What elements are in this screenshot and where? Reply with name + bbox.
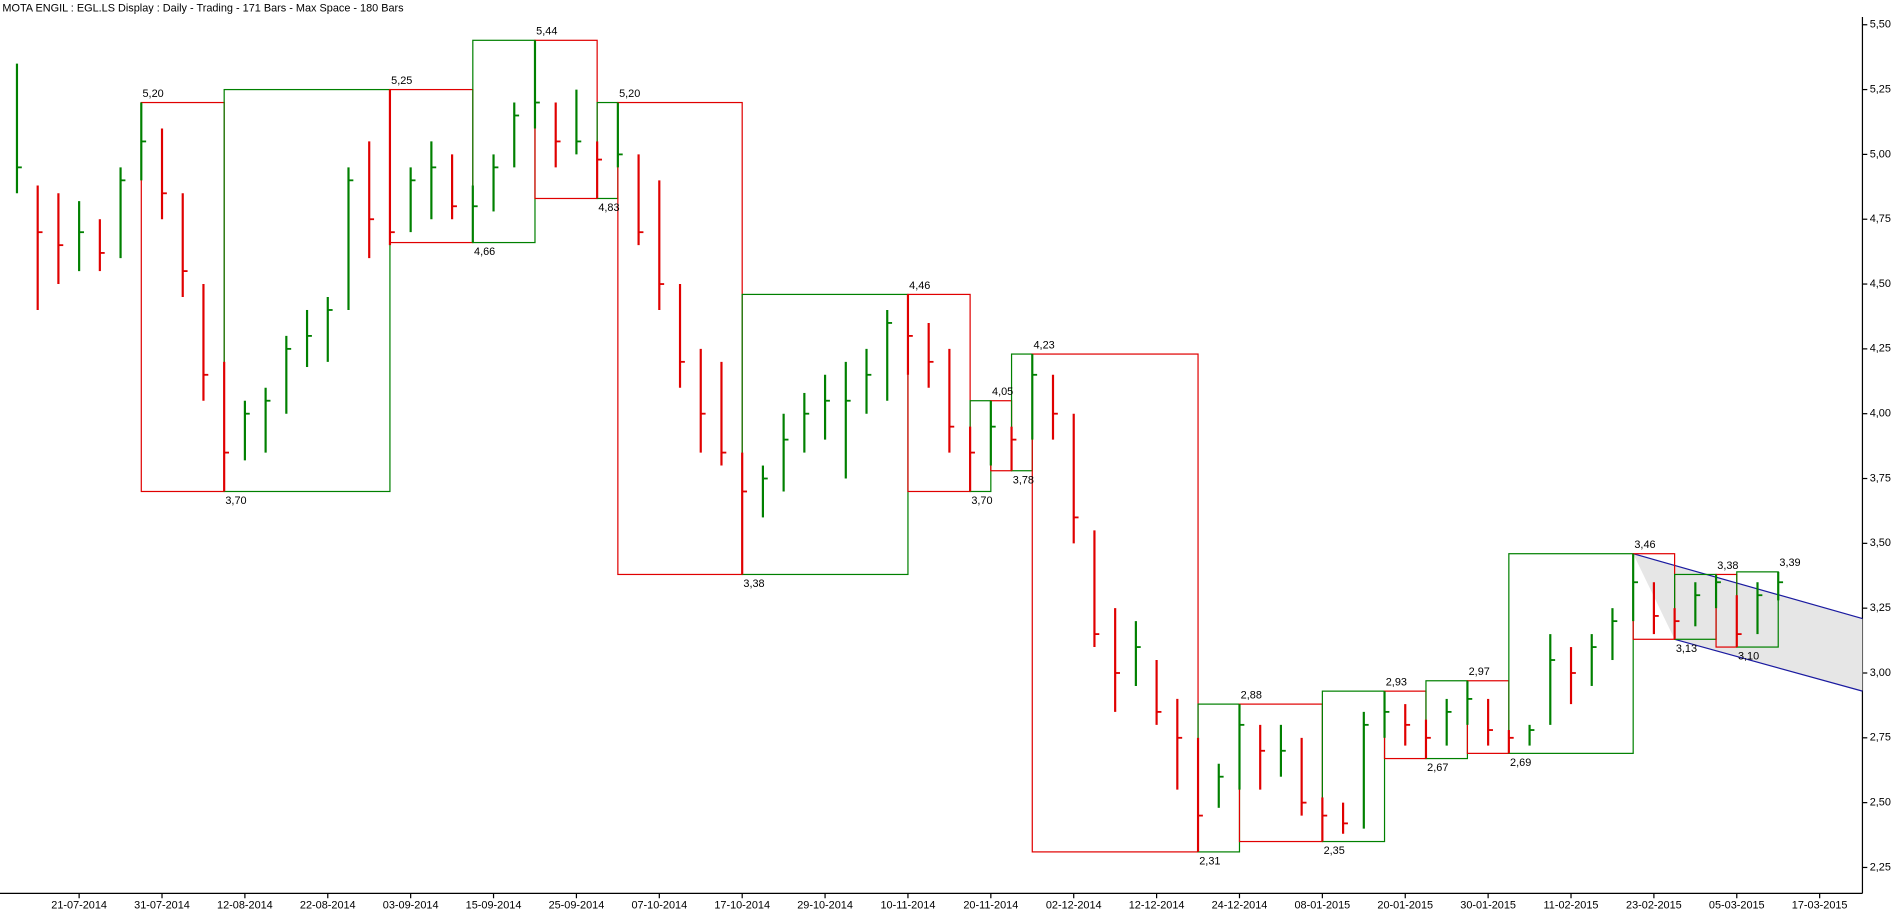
x-tick-label: 12-08-2014 xyxy=(217,899,273,911)
swing-label: 5,20 xyxy=(143,88,164,100)
y-tick-label: 2,25 xyxy=(1870,861,1891,873)
x-tick-label: 20-11-2014 xyxy=(963,899,1018,911)
channel-lower xyxy=(1674,638,1863,692)
swing-label: 2,93 xyxy=(1386,677,1407,689)
swing-label: 3,38 xyxy=(1717,560,1738,572)
swing-label: 2,88 xyxy=(1241,689,1262,701)
x-tick-label: 22-08-2014 xyxy=(300,899,356,911)
x-tick-label: 15-09-2014 xyxy=(466,899,522,911)
x-tick-label: 24-12-2014 xyxy=(1212,899,1268,911)
y-tick-label: 2,75 xyxy=(1870,732,1891,744)
y-tick-label: 2,50 xyxy=(1870,797,1891,809)
swing-label: 3,13 xyxy=(1676,643,1697,655)
x-tick-label: 31-07-2014 xyxy=(134,899,190,911)
swing-box xyxy=(1321,690,1386,843)
swing-label: 3,39 xyxy=(1779,557,1800,569)
swing-label: 2,67 xyxy=(1427,762,1448,774)
y-tick-label: 3,50 xyxy=(1870,537,1891,549)
y-tick-label: 5,25 xyxy=(1870,83,1891,95)
x-tick-label: 17-03-2015 xyxy=(1792,899,1848,911)
swing-label: 2,31 xyxy=(1199,855,1220,867)
x-tick-label: 29-10-2014 xyxy=(797,899,853,911)
swing-label: 2,97 xyxy=(1469,666,1490,678)
x-tick-label: 11-02-2015 xyxy=(1544,899,1599,911)
x-tick-label: 12-12-2014 xyxy=(1129,899,1185,911)
x-tick-label: 17-10-2014 xyxy=(714,899,770,911)
channel-upper xyxy=(1633,553,1863,620)
swing-label: 3,78 xyxy=(1013,474,1034,486)
swing-box xyxy=(223,88,391,493)
swing-box xyxy=(1031,353,1199,853)
y-tick-label: 5,00 xyxy=(1870,148,1891,160)
swing-label: 2,35 xyxy=(1324,845,1345,857)
x-tick-label: 05-03-2015 xyxy=(1709,899,1765,911)
swing-label: 4,66 xyxy=(474,246,495,258)
x-tick-label: 30-01-2015 xyxy=(1460,899,1516,911)
x-tick-label: 20-01-2015 xyxy=(1377,899,1433,911)
swing-label: 4,05 xyxy=(992,386,1013,398)
y-tick-label: 5,50 xyxy=(1870,19,1891,31)
y-tick-label: 3,00 xyxy=(1870,667,1891,679)
y-tick-label: 4,75 xyxy=(1870,213,1891,225)
swing-label: 3,46 xyxy=(1634,539,1655,551)
swing-label: 5,20 xyxy=(619,88,640,100)
y-tick-label: 4,25 xyxy=(1870,343,1891,355)
y-tick-label: 4,50 xyxy=(1870,278,1891,290)
swing-label: 5,44 xyxy=(536,26,557,38)
swing-box xyxy=(907,293,971,493)
swing-label: 2,69 xyxy=(1510,757,1531,769)
swing-label: 3,38 xyxy=(743,578,764,590)
x-tick-label: 07-10-2014 xyxy=(631,899,687,911)
swing-label: 4,23 xyxy=(1033,339,1054,351)
x-tick-label: 02-12-2014 xyxy=(1046,899,1102,911)
swing-label: 3,70 xyxy=(225,495,246,507)
swing-label: 4,83 xyxy=(598,202,619,214)
x-tick-label: 08-01-2015 xyxy=(1295,899,1351,911)
x-tick-label: 10-11-2014 xyxy=(881,899,936,911)
swing-label: 3,70 xyxy=(971,495,992,507)
channel-fill xyxy=(1633,553,1863,692)
swing-box xyxy=(1508,553,1634,754)
swing-label: 4,46 xyxy=(909,280,930,292)
chart-title: MOTA ENGIL : EGL.LS Display : Daily - Tr… xyxy=(2,2,404,14)
y-tick-label: 3,25 xyxy=(1870,602,1891,614)
y-tick-label: 4,00 xyxy=(1870,408,1891,420)
x-tick-label: 25-09-2014 xyxy=(549,899,605,911)
swing-label: 3,10 xyxy=(1738,651,1759,663)
swing-label: 5,25 xyxy=(391,75,412,87)
x-tick-label: 03-09-2014 xyxy=(383,899,439,911)
x-tick-label: 23-02-2015 xyxy=(1626,899,1682,911)
x-tick-label: 21-07-2014 xyxy=(51,899,107,911)
y-tick-label: 3,75 xyxy=(1870,472,1891,484)
